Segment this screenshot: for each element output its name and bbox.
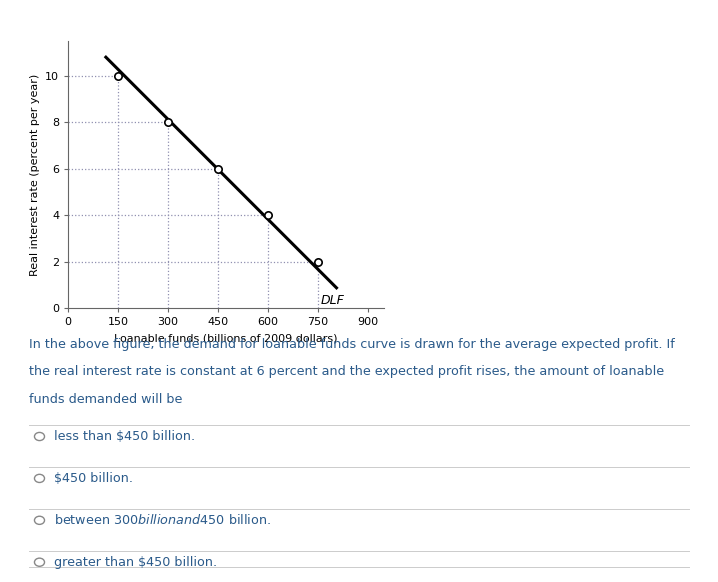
Point	[212, 164, 223, 173]
Point	[162, 118, 174, 127]
Text: less than $450 billion.: less than $450 billion.	[54, 430, 195, 443]
X-axis label: Loanable funds (billions of 2009 dollars): Loanable funds (billions of 2009 dollars…	[114, 333, 338, 343]
Point	[312, 257, 323, 267]
Text: between $300 billion and $450 billion.: between $300 billion and $450 billion.	[54, 513, 271, 527]
Text: funds demanded will be: funds demanded will be	[29, 393, 182, 406]
Text: $450 billion.: $450 billion.	[54, 472, 133, 485]
Text: DLF: DLF	[321, 294, 345, 307]
Text: greater than $450 billion.: greater than $450 billion.	[54, 556, 217, 569]
Point	[262, 211, 274, 220]
Text: the real interest rate is constant at 6 percent and the expected profit rises, t: the real interest rate is constant at 6 …	[29, 365, 664, 378]
Text: In the above figure, the demand for loanable funds curve is drawn for the averag: In the above figure, the demand for loan…	[29, 338, 674, 350]
Y-axis label: Real interest rate (percent per year): Real interest rate (percent per year)	[29, 73, 39, 276]
Point	[112, 71, 123, 80]
